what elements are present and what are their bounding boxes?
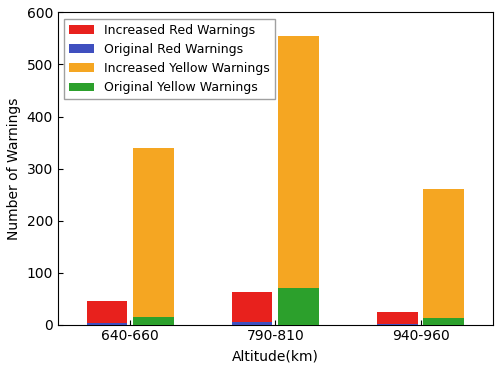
Bar (278, 36, 319, 324)
Bar (87, 301, 128, 324)
Bar (87, 323, 128, 324)
Bar (377, 312, 418, 324)
Bar (232, 292, 272, 324)
Bar (278, 288, 319, 324)
Bar (424, 189, 464, 324)
Bar (232, 322, 272, 324)
Y-axis label: Number of Warnings: Number of Warnings (7, 97, 21, 240)
Bar (424, 319, 464, 324)
Bar (133, 317, 174, 324)
Legend: Increased Red Warnings, Original Red Warnings, Increased Yellow Warnings, Origin: Increased Red Warnings, Original Red War… (64, 19, 274, 100)
X-axis label: Altitude(km): Altitude(km) (232, 349, 319, 363)
Bar (133, 148, 174, 324)
